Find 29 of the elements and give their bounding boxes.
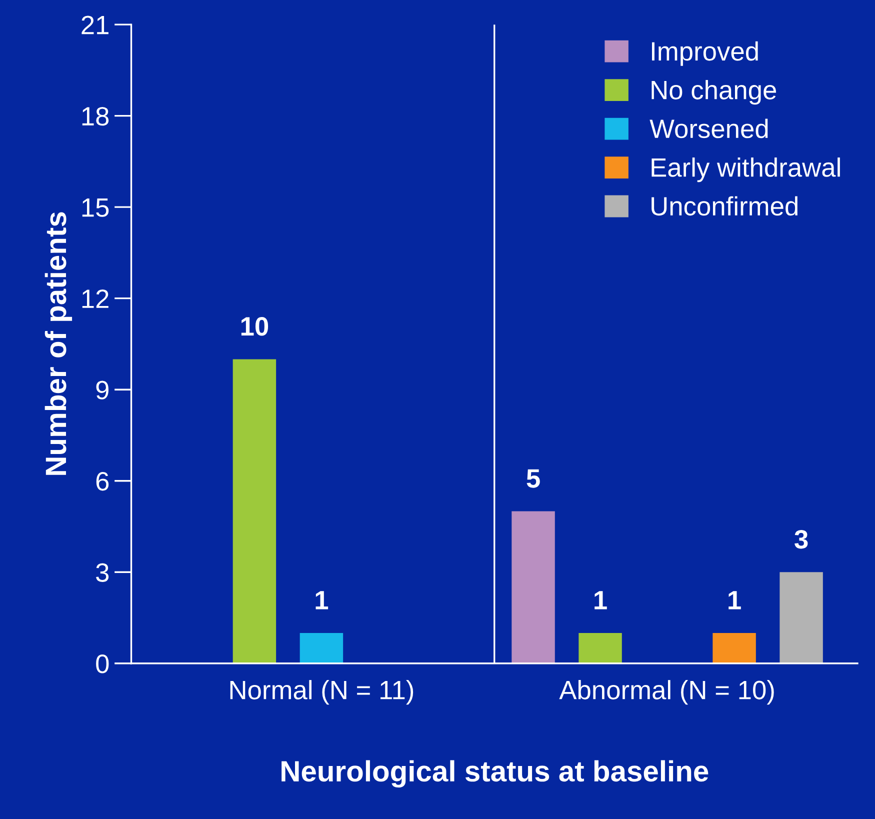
y-tick-label: 0 [96,654,109,674]
bar [780,572,823,664]
legend-label: Worsened [650,118,768,138]
data-label: 3 [794,530,808,549]
y-axis-title: Number of patients [44,212,72,475]
bar [300,632,344,664]
bar [578,632,622,664]
data-label: 1 [594,591,607,610]
bar [712,632,756,664]
data-label: 1 [316,591,328,610]
x-tick-label: Abnormal (N = 10) [559,680,774,705]
y-tick-label: 12 [82,289,108,308]
x-axis-title: Neurological status at baseline [282,760,708,788]
legend-label: Unconfirmed [652,196,798,216]
x-tick-label: Normal (N = 11) [230,680,414,705]
bar [512,511,555,664]
y-tick-label: 18 [82,106,109,126]
y-tick-label: 6 [96,472,109,491]
data-label: 5 [526,469,540,488]
y-tick-label: 9 [96,380,108,400]
data-label: 1 [728,591,741,610]
y-tick-label: 3 [96,563,109,582]
legend-label: Early withdrawal [652,158,840,182]
legend-label: Improved [652,41,758,66]
y-tick-label: 15 [82,198,109,217]
legend-label: No change [652,80,776,105]
data-label: 10 [241,317,268,336]
bar [232,359,276,664]
y-tick-label: 21 [82,16,108,34]
